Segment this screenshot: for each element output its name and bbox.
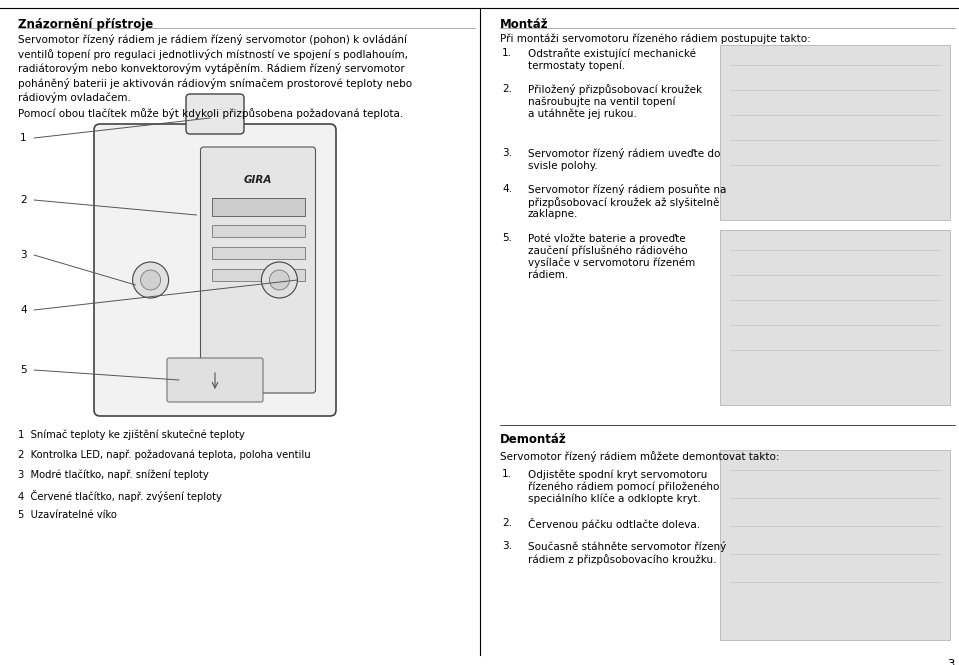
Text: Servomotor řízený rádiem uveďte do
svisle polohy.: Servomotor řízený rádiem uveďte do svisl… (528, 148, 720, 171)
Text: Přiložený přizpůsobovací kroužek
našroubujte na ventil topení
a utáhněte jej ruk: Přiložený přizpůsobovací kroužek našroub… (528, 84, 702, 120)
Text: Odjistěte spodní kryt servomotoru
řízeného rádiem pomocí přiloženého
speciálního: Odjistěte spodní kryt servomotoru řízené… (528, 469, 719, 504)
Circle shape (269, 270, 290, 290)
Text: Znázornění přístroje: Znázornění přístroje (18, 18, 153, 31)
Text: 4  Červené tlačítko, např. zvýšení teploty: 4 Červené tlačítko, např. zvýšení teplot… (18, 490, 222, 502)
Text: Současně stáhněte servomotor řízený
rádiem z přizpůsobovacího kroužku.: Současně stáhněte servomotor řízený rádi… (528, 541, 726, 565)
Text: Odstraňte existující mechanické
termostaty topení.: Odstraňte existující mechanické termosta… (528, 48, 696, 71)
Circle shape (262, 262, 297, 298)
Text: Servomotor řízený rádiem můžete demontovat takto:: Servomotor řízený rádiem můžete demontov… (500, 451, 780, 462)
Text: 5  Uzavíratelné víko: 5 Uzavíratelné víko (18, 510, 117, 520)
Text: 2: 2 (20, 195, 27, 205)
Text: 2.: 2. (502, 84, 512, 94)
Text: 3: 3 (947, 658, 955, 665)
Bar (212, 225, 305, 237)
Text: Montáž: Montáž (500, 18, 549, 31)
Circle shape (141, 270, 160, 290)
Text: Servomotor řízený rádiem je rádiem řízený servomotor (pohon) k ovládání
ventilů : Servomotor řízený rádiem je rádiem řízen… (18, 34, 412, 103)
Bar (720, 450, 950, 640)
Text: 1.: 1. (502, 469, 512, 479)
Text: 5.: 5. (502, 233, 512, 243)
Text: Pomocí obou tlačítek může být kdykoli přizpůsobena požadovaná teplota.: Pomocí obou tlačítek může být kdykoli př… (18, 108, 403, 119)
Text: 1: 1 (20, 133, 27, 143)
Text: 3  Modré tlačítko, např. snížení teploty: 3 Modré tlačítko, např. snížení teploty (18, 470, 209, 481)
Text: 5: 5 (20, 365, 27, 375)
Text: 3: 3 (20, 250, 27, 260)
Text: Červenou páčku odtlačte doleva.: Červenou páčku odtlačte doleva. (528, 518, 700, 530)
Text: 4.: 4. (502, 184, 512, 194)
FancyBboxPatch shape (186, 94, 244, 134)
Bar (720, 230, 950, 405)
FancyBboxPatch shape (200, 147, 316, 393)
FancyBboxPatch shape (167, 358, 263, 402)
Text: GIRA: GIRA (244, 175, 272, 185)
Text: Servomotor řízený rádiem posuňte na
přizpůsobovací kroužek až slуšitelně
zaklapn: Servomotor řízený rádiem posuňte na přiz… (528, 184, 726, 219)
Text: 1  Snímač teploty ke zjištění skutečné teploty: 1 Snímač teploty ke zjištění skutečné te… (18, 430, 245, 440)
Bar (212, 269, 305, 281)
Text: 3.: 3. (502, 148, 512, 158)
FancyBboxPatch shape (94, 124, 336, 416)
Bar (720, 45, 950, 220)
Bar (212, 198, 305, 216)
Bar (212, 247, 305, 259)
Text: 4: 4 (20, 305, 27, 315)
Text: Demontáž: Demontáž (500, 433, 567, 446)
Text: Při montáži servomotoru řízeného rádiem postupujte takto:: Při montáži servomotoru řízeného rádiem … (500, 34, 810, 45)
Text: Poté vložte baterie a proveďte
zaučení příslušného rádiového
vysílače v servomot: Poté vložte baterie a proveďte zaučení p… (528, 233, 695, 279)
Circle shape (132, 262, 169, 298)
Text: 2.: 2. (502, 518, 512, 528)
Text: 3.: 3. (502, 541, 512, 551)
Text: 1.: 1. (502, 48, 512, 58)
Text: 2  Kontrolka LED, např. požadovaná teplota, poloha ventilu: 2 Kontrolka LED, např. požadovaná teplot… (18, 450, 311, 460)
